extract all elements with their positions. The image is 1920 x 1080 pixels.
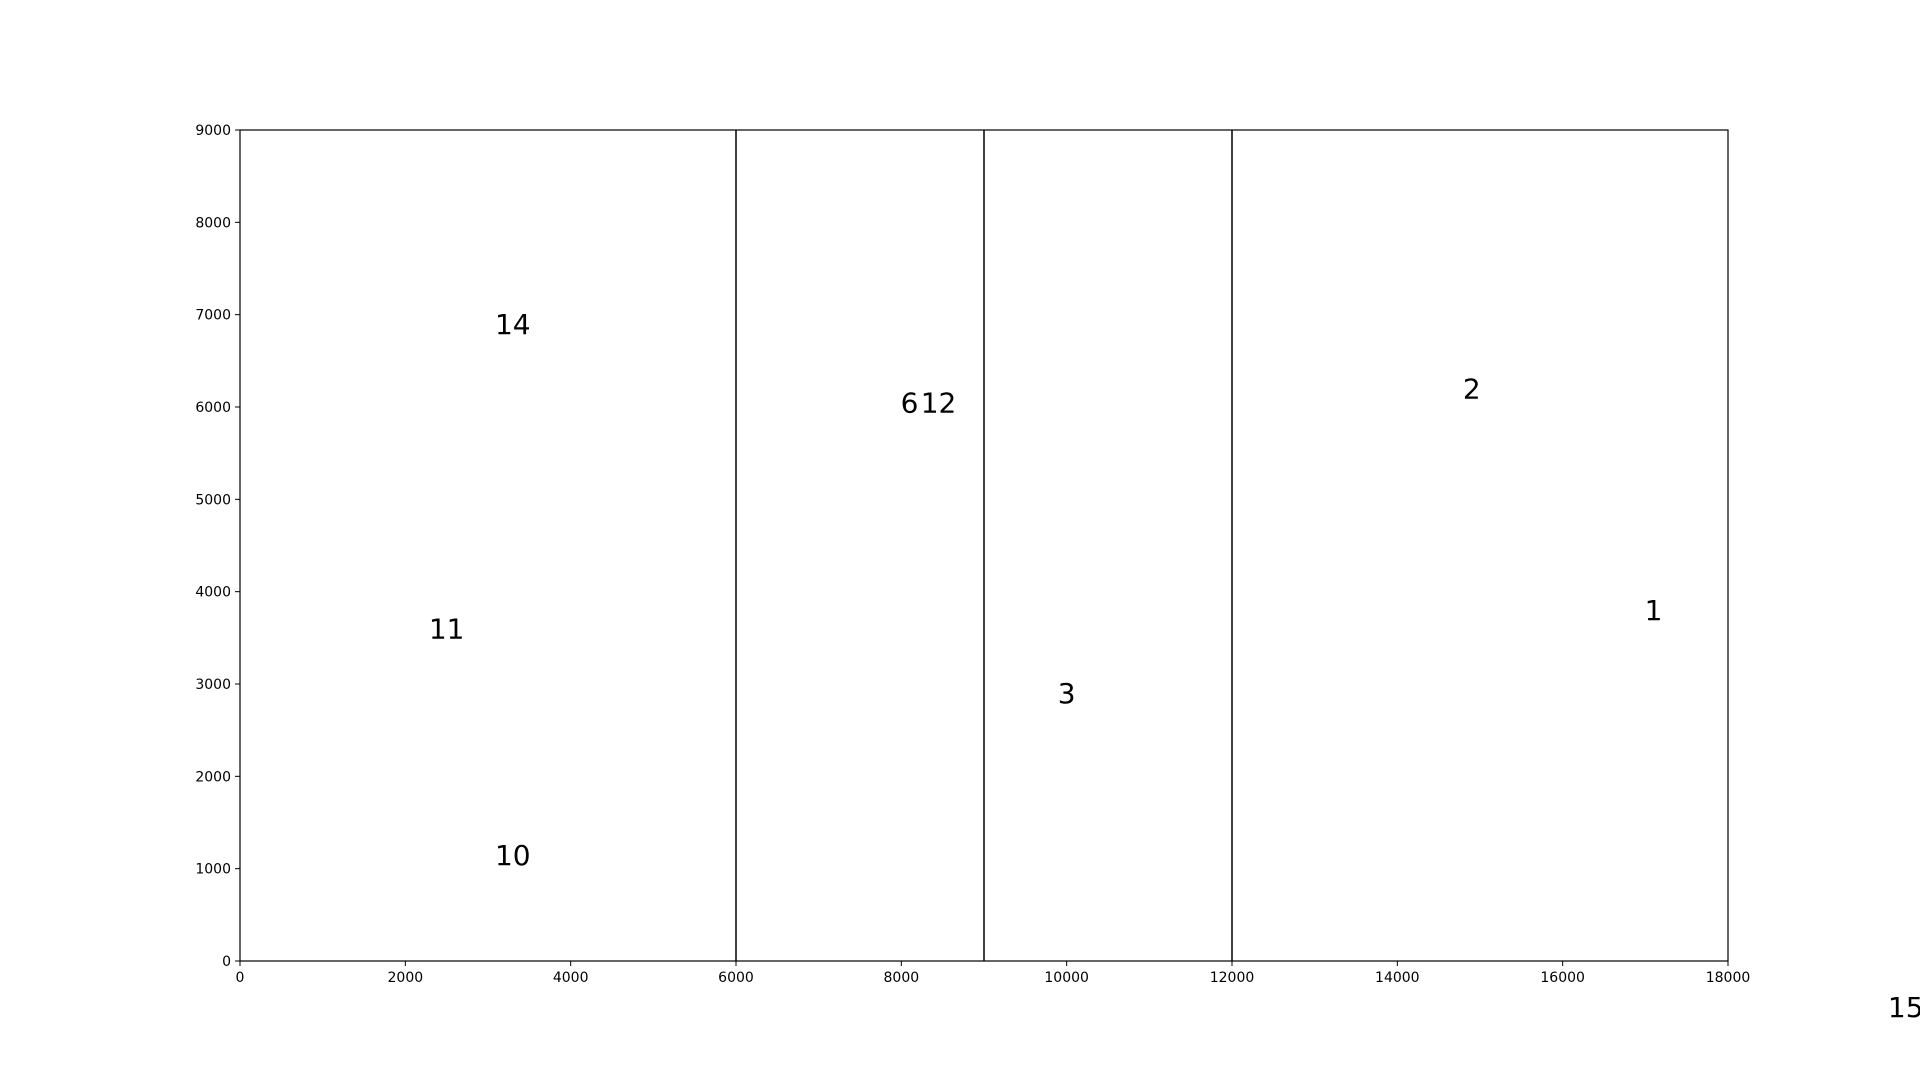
point-label: 11 bbox=[429, 613, 465, 646]
y-tick-label: 0 bbox=[222, 954, 231, 970]
x-tick-label: 14000 bbox=[1375, 970, 1420, 986]
point-label: 2 bbox=[1463, 373, 1481, 406]
y-tick-label: 5000 bbox=[195, 492, 231, 508]
x-tick-label: 4000 bbox=[553, 970, 589, 986]
point-label: 6 bbox=[901, 386, 919, 419]
x-tick-label: 16000 bbox=[1540, 970, 1585, 986]
y-tick-label: 9000 bbox=[195, 123, 231, 139]
y-tick-label: 7000 bbox=[195, 308, 231, 324]
y-tick-label: 8000 bbox=[195, 215, 231, 231]
point-label: 14 bbox=[495, 308, 531, 341]
point-label: 1 bbox=[1645, 594, 1663, 627]
y-tick-label: 2000 bbox=[195, 769, 231, 785]
x-tick-label: 6000 bbox=[718, 970, 754, 986]
point-label: 10 bbox=[495, 839, 531, 872]
y-tick-label: 1000 bbox=[195, 862, 231, 878]
y-tick-label: 4000 bbox=[195, 585, 231, 601]
x-tick-label: 18000 bbox=[1706, 970, 1751, 986]
point-label: 15 bbox=[1888, 991, 1920, 1024]
point-label: 3 bbox=[1058, 677, 1076, 710]
x-tick-label: 8000 bbox=[884, 970, 920, 986]
y-tick-label: 3000 bbox=[195, 677, 231, 693]
x-tick-label: 2000 bbox=[388, 970, 424, 986]
y-tick-label: 6000 bbox=[195, 400, 231, 416]
x-tick-label: 0 bbox=[236, 970, 245, 986]
x-tick-label: 12000 bbox=[1210, 970, 1255, 986]
x-tick-label: 10000 bbox=[1044, 970, 1089, 986]
point-label: 12 bbox=[921, 386, 957, 419]
